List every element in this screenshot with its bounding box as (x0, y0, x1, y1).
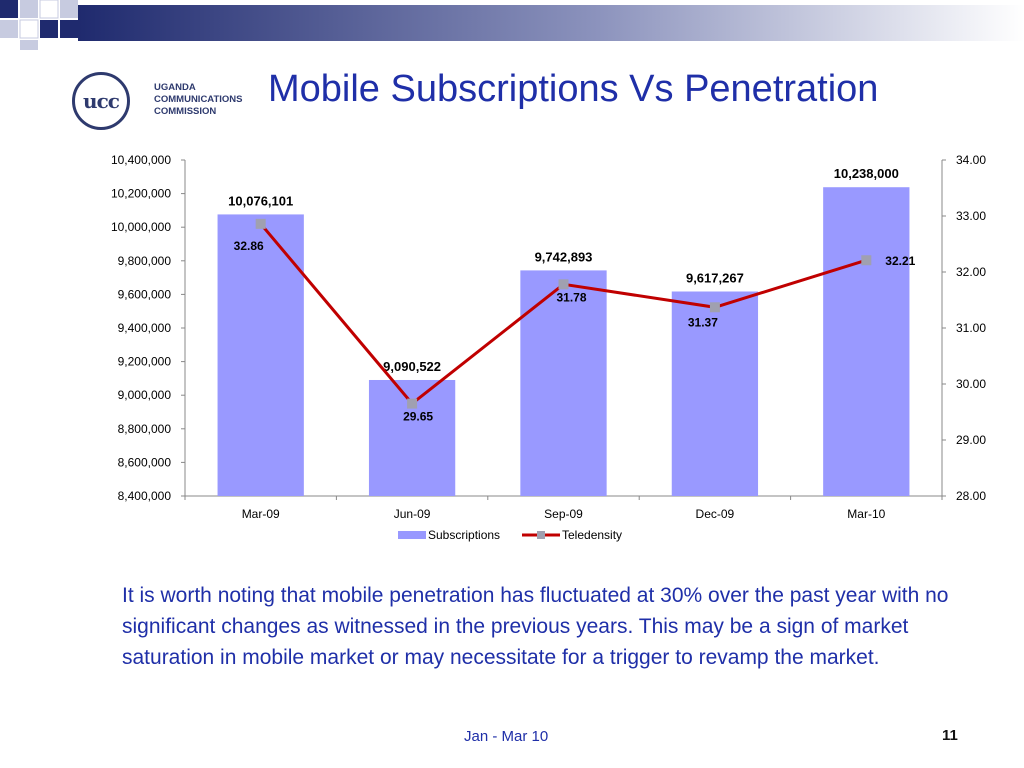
y-right-tick-label: 32.00 (956, 265, 986, 279)
line-marker-teledensity (558, 279, 569, 290)
deco-square (60, 20, 78, 38)
y-right-tick-label: 28.00 (956, 489, 986, 503)
bar-data-label: 9,742,893 (535, 249, 593, 264)
y-right-tick-label: 34.00 (956, 153, 986, 167)
x-tick-label: Dec-09 (696, 507, 735, 521)
y-left-tick-label: 8,400,000 (118, 489, 172, 503)
line-data-label: 32.86 (234, 239, 264, 253)
ucc-logo: ucc UGANDA COMMUNICATIONS COMMISSION (72, 72, 262, 134)
y-right-tick-label: 31.00 (956, 321, 986, 335)
legend-marker-teledensity (537, 531, 545, 539)
bar-data-label: 10,238,000 (834, 166, 899, 181)
line-marker-teledensity (407, 398, 418, 409)
x-tick-label: Mar-10 (847, 507, 885, 521)
slide-body-text: It is worth noting that mobile penetrati… (122, 584, 949, 669)
y-left-tick-label: 9,600,000 (118, 287, 172, 301)
ucc-logo-text: UGANDA COMMUNICATIONS COMMISSION (154, 82, 242, 118)
logo-text-line: COMMISSION (154, 106, 217, 117)
line-data-label: 32.21 (885, 254, 915, 268)
deco-square (0, 0, 18, 18)
line-data-label: 31.37 (688, 315, 718, 329)
x-tick-label: Jun-09 (394, 507, 431, 521)
line-marker-teledensity (709, 302, 720, 313)
legend-swatch-subscriptions (398, 531, 426, 539)
y-left-tick-label: 9,800,000 (118, 254, 172, 268)
legend-label-teledensity: Teledensity (562, 528, 622, 542)
legend-label-subscriptions: Subscriptions (428, 528, 500, 542)
y-left-tick-label: 9,200,000 (118, 355, 172, 369)
bar-data-label: 9,617,267 (686, 270, 744, 285)
header-gradient-band (78, 5, 1024, 41)
bar-subscriptions (368, 379, 456, 496)
y-right-tick-label: 29.00 (956, 433, 986, 447)
footer-date: Jan - Mar 10 (464, 728, 549, 745)
y-left-tick-label: 9,000,000 (118, 388, 172, 402)
y-left-tick-label: 10,200,000 (111, 187, 171, 201)
bar-data-label: 9,090,522 (383, 359, 441, 374)
slide-title: Mobile Subscriptions Vs Penetration (268, 68, 879, 110)
deco-square (20, 0, 38, 18)
x-tick-label: Mar-09 (242, 507, 280, 521)
deco-square (20, 40, 38, 50)
line-data-label: 31.78 (556, 290, 586, 304)
y-left-tick-label: 10,000,000 (111, 220, 171, 234)
bar-data-label: 10,076,101 (228, 193, 293, 208)
ucc-logo-mark: ucc (72, 72, 130, 130)
y-left-tick-label: 9,400,000 (118, 321, 172, 335)
logo-text-line: UGANDA (154, 82, 196, 93)
deco-square (0, 20, 18, 38)
page-number: 11 (942, 727, 958, 744)
y-right-tick-label: 30.00 (956, 377, 986, 391)
deco-square (40, 20, 58, 38)
bar-subscriptions (217, 214, 304, 496)
decorative-header-bar (0, 0, 1024, 50)
line-marker-teledensity (861, 255, 872, 266)
bar-subscriptions (823, 187, 910, 496)
y-left-tick-label: 8,800,000 (118, 422, 172, 436)
deco-square (19, 19, 39, 39)
line-marker-teledensity (255, 218, 266, 229)
deco-square (39, 0, 59, 19)
y-right-tick-label: 33.00 (956, 209, 986, 223)
x-tick-label: Sep-09 (544, 507, 583, 521)
y-left-tick-label: 10,400,000 (111, 153, 171, 167)
y-left-tick-label: 8,600,000 (118, 455, 172, 469)
logo-text-line: COMMUNICATIONS (154, 94, 243, 105)
subscriptions-penetration-chart: 8,400,000 8,600,000 8,800,000 9,000,000 9,20… (111, 153, 986, 542)
line-data-label: 29.65 (403, 410, 433, 424)
bar-subscriptions (671, 291, 759, 496)
deco-square (60, 0, 78, 18)
